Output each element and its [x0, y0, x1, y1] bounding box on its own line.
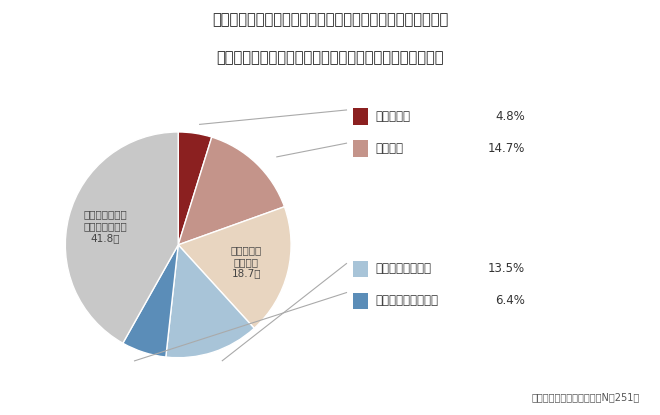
Text: 14.7%: 14.7%: [487, 142, 525, 155]
Wedge shape: [65, 132, 178, 343]
Text: マンパワーグループ調べ（N＝251）: マンパワーグループ調べ（N＝251）: [532, 393, 640, 403]
Text: やや順調: やや順調: [376, 142, 403, 155]
Text: 6.4%: 6.4%: [495, 294, 525, 308]
Text: 採用されている場合は、運用は順調に機能していますか。: 採用されている場合は、運用は順調に機能していますか。: [216, 50, 444, 65]
Wedge shape: [166, 245, 254, 358]
Text: どちらとも
いえない
18.7％: どちらとも いえない 18.7％: [230, 245, 262, 278]
Wedge shape: [178, 132, 212, 245]
Text: まったく順調でない: まったく順調でない: [376, 294, 438, 308]
Text: 4.8%: 4.8%: [495, 110, 525, 123]
Wedge shape: [123, 245, 178, 357]
Text: 13.5%: 13.5%: [488, 262, 525, 276]
Text: 社員紹介制度を
採用していない
41.8％: 社員紹介制度を 採用していない 41.8％: [83, 210, 127, 243]
Wedge shape: [178, 137, 284, 245]
Wedge shape: [178, 207, 291, 328]
Text: あなたの会社では、「社員紹介制度」を採用していますか。: あなたの会社では、「社員紹介制度」を採用していますか。: [212, 12, 448, 27]
Text: あまり順調でない: あまり順調でない: [376, 262, 432, 276]
Text: とても順調: とても順調: [376, 110, 411, 123]
